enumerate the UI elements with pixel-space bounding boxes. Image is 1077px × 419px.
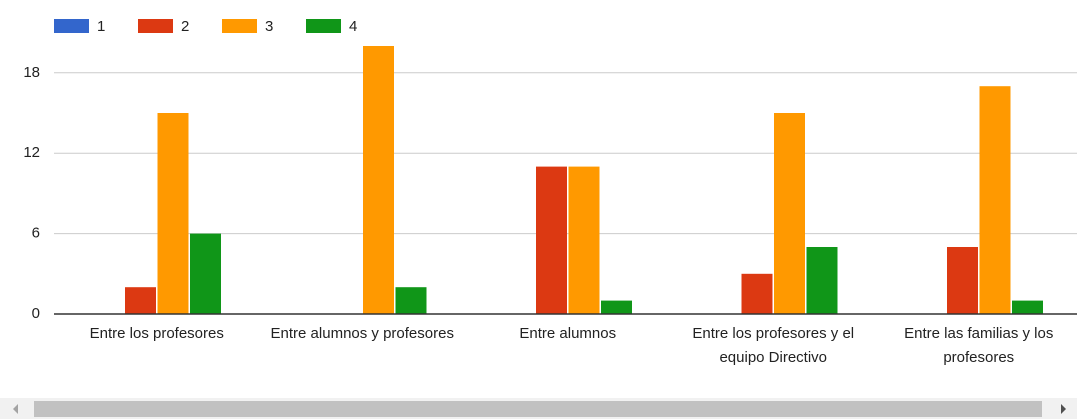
bar [157, 113, 189, 314]
bar [947, 247, 978, 314]
bar [363, 46, 394, 314]
scrollbar-thumb[interactable] [34, 401, 1042, 417]
bar [125, 287, 156, 314]
legend-swatch [222, 19, 257, 33]
x-tick-label: Entre los profesores [89, 325, 224, 342]
scroll-right-arrow[interactable] [1061, 404, 1066, 414]
x-tick-label: Entre alumnos y profesores [270, 325, 454, 342]
y-tick-label: 12 [23, 144, 40, 161]
bar [601, 300, 632, 314]
bar [806, 247, 838, 314]
x-tick-label: Entre alumnos [519, 325, 617, 342]
x-tick-label-box: Entre los profesores y el equipo Directi… [692, 325, 855, 366]
scrollbar[interactable] [0, 398, 1077, 419]
bar [774, 113, 805, 314]
bar [1012, 300, 1043, 314]
y-tick-label: 6 [32, 225, 40, 242]
bar [395, 287, 427, 314]
x-tick-label: Entre los profesores y el equipo Directi… [692, 325, 855, 366]
x-tick-label-box: Entre alumnos [519, 325, 617, 342]
bar [190, 233, 221, 314]
x-tick-label-box: Entre los profesores [89, 325, 224, 342]
legend-swatch [138, 19, 173, 33]
y-tick-label: 0 [32, 305, 40, 322]
legend-label: 1 [97, 18, 105, 35]
legend-swatch [306, 19, 341, 33]
x-tick-label: Entre las familias y los profesores [904, 325, 1054, 366]
x-tick-label-box: Entre alumnos y profesores [270, 325, 454, 342]
bar [741, 273, 773, 314]
bar [979, 86, 1011, 314]
legend-label: 3 [265, 18, 273, 35]
bar [536, 166, 567, 314]
bar [568, 166, 600, 314]
y-tick-label: 18 [23, 64, 40, 81]
legend-label: 4 [349, 18, 357, 35]
scroll-left-arrow[interactable] [13, 404, 18, 414]
x-tick-label-box: Entre las familias y los profesores [904, 325, 1054, 366]
legend-label: 2 [181, 18, 189, 35]
legend-swatch [54, 19, 89, 33]
